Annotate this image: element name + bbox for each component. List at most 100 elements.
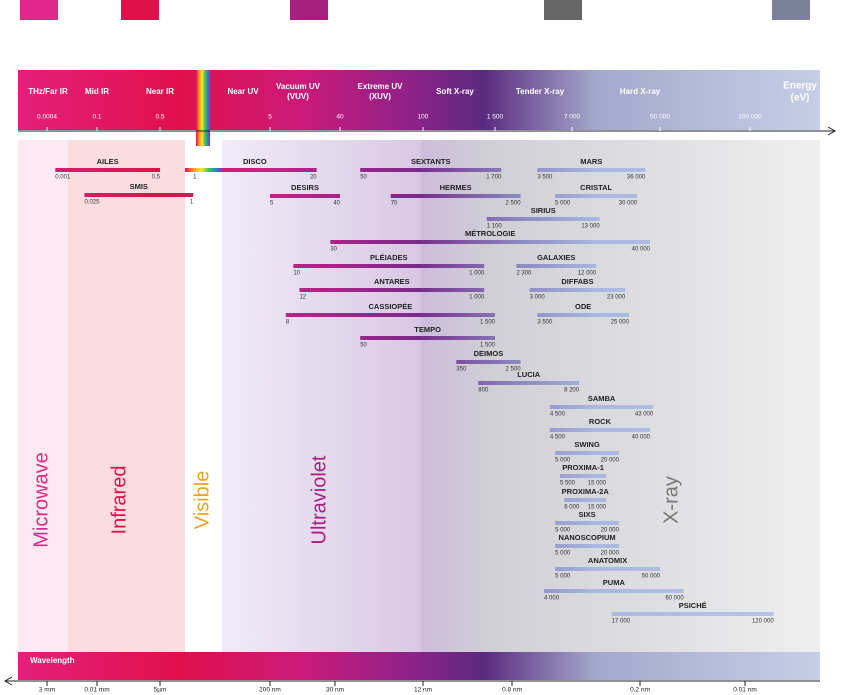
arrowhead <box>827 126 837 136</box>
energy-title: (eV) <box>791 93 810 104</box>
beamline-name: LUCIA <box>517 370 540 379</box>
swatch <box>20 0 58 20</box>
range-max: 20 000 <box>601 551 620 557</box>
beamline-name: ANTARES <box>374 277 410 286</box>
wavelength-band <box>18 652 820 680</box>
swatch <box>290 0 328 20</box>
range-min: 10 <box>293 271 300 277</box>
beamline: DESIRS 5 40 <box>270 183 341 207</box>
band-label: Near UV <box>227 87 259 96</box>
range-min: 800 <box>478 388 489 394</box>
range-max: 36 000 <box>627 175 646 181</box>
beamline-bar <box>360 336 495 340</box>
band-label: Mid IR <box>85 87 109 96</box>
beamline-name: DESIRS <box>291 183 319 192</box>
beamline: PSICHÉ 17 000 120 000 <box>611 601 774 625</box>
wavelength-tick-label: 0.2 nm <box>630 687 650 694</box>
wavelength-tick-label: 5µm <box>154 687 167 694</box>
beamline: SIRIUS 1 100 13 000 <box>486 206 600 230</box>
energy-tick-label: 0.5 <box>155 114 164 121</box>
regions <box>18 140 820 652</box>
beamline-name: GALAXIES <box>537 253 575 262</box>
beamline-bar <box>555 544 619 548</box>
beamline-name: PUMA <box>603 578 626 587</box>
range-max: 1 000 <box>469 271 485 277</box>
energy-tick-label: 100 000 <box>738 114 762 121</box>
range-max: 2 500 <box>506 201 522 207</box>
range-min: 5 000 <box>555 201 571 207</box>
region-visible <box>185 140 222 652</box>
beamline-bar <box>193 168 317 172</box>
beamline-name: ODE <box>575 302 591 311</box>
region-label: Microwave <box>30 452 52 548</box>
beamline: MARS 3 500 36 000 <box>537 157 646 181</box>
band-label: Soft X-ray <box>436 87 474 96</box>
beamline-name: MÉTROLOGIE <box>465 229 515 238</box>
beamline-name: DEIMOS <box>474 349 504 358</box>
swatch <box>544 0 582 20</box>
range-min: 350 <box>456 367 467 373</box>
visible-segment <box>185 168 222 172</box>
beamline: CASSIOPÉE 8 1 500 <box>285 302 496 326</box>
beamline-bar <box>360 168 502 172</box>
beamline-name: SIRIUS <box>531 206 556 215</box>
range-max: 20 <box>310 175 317 181</box>
wavelength-tick-label: 12 nm <box>414 687 432 694</box>
region-infrared <box>68 140 185 652</box>
range-max: 15 000 <box>588 505 607 511</box>
beamline: DEIMOS 350 2 500 <box>456 349 521 373</box>
region-microwave <box>18 140 68 652</box>
beamline-bar <box>293 264 485 268</box>
beamline: ANATOMIX 5 000 50 000 <box>555 556 661 580</box>
band-label: Vacuum UV <box>276 82 321 91</box>
beamline: DIFFABS 3 000 23 000 <box>529 277 626 301</box>
band-label: Hard X-ray <box>620 87 661 96</box>
beamline: HERMES 70 2 500 <box>390 183 522 207</box>
range-max: 8 200 <box>564 388 580 394</box>
range-max: 20 000 <box>601 458 620 464</box>
region-label: X-ray <box>660 476 682 524</box>
energy-tick-label: 0.1 <box>92 114 101 121</box>
beamline: ODE 3 500 25 000 <box>537 302 630 326</box>
band-label: (VUV) <box>287 92 309 101</box>
beamline-name: DISCO <box>243 157 267 166</box>
band-label: Extreme UV <box>358 82 404 91</box>
range-min: 5 000 <box>555 458 571 464</box>
beamline-bar <box>486 217 600 221</box>
range-max: 1 000 <box>469 295 485 301</box>
range-min: 12 <box>299 295 306 301</box>
range-min: 1 100 <box>487 224 503 230</box>
beamline-bar <box>516 264 597 268</box>
wavelength-tick-label: 0.01 nm <box>733 687 757 694</box>
range-min: 4 500 <box>550 412 566 418</box>
range-min: 5 000 <box>555 551 571 557</box>
energy-tick-label: 5 <box>268 114 272 121</box>
range-min: 4 500 <box>550 435 566 441</box>
beamline: SEXTANTS 50 1 700 <box>360 157 502 181</box>
beamline: SMIS 0.025 1 <box>84 182 194 206</box>
beamline: PROXIMA-1 5 500 15 000 <box>559 463 607 487</box>
wavelength-tick-label: 0.8 nm <box>502 687 522 694</box>
range-min: 5 <box>270 201 274 207</box>
range-min: 5 500 <box>560 481 576 487</box>
beamline-name: ROCK <box>589 417 612 426</box>
beamline: SAMBA 4 500 43 000 <box>549 394 654 418</box>
beamline-bar <box>390 194 521 198</box>
beamline-name: TEMPO <box>414 325 441 334</box>
range-min: 70 <box>391 201 398 207</box>
range-min: 0.001 <box>55 175 71 181</box>
range-max: 23 000 <box>607 295 626 301</box>
beamline: NANOSCOPIUM 5 000 20 000 <box>555 533 620 557</box>
range-min: 5 000 <box>555 528 571 534</box>
range-min: 2 300 <box>516 271 532 277</box>
range-max: 120 000 <box>752 619 774 625</box>
range-max: 13 000 <box>581 224 600 230</box>
range-max: 40 000 <box>632 435 651 441</box>
band-label: THz/Far IR <box>28 87 68 96</box>
range-min: 3 500 <box>537 175 553 181</box>
beamline-name: CRISTAL <box>580 183 612 192</box>
range-max: 40 000 <box>632 247 651 253</box>
beamline-name: PROXIMA-2A <box>562 487 610 496</box>
energy-tick-label: 100 <box>418 114 429 121</box>
